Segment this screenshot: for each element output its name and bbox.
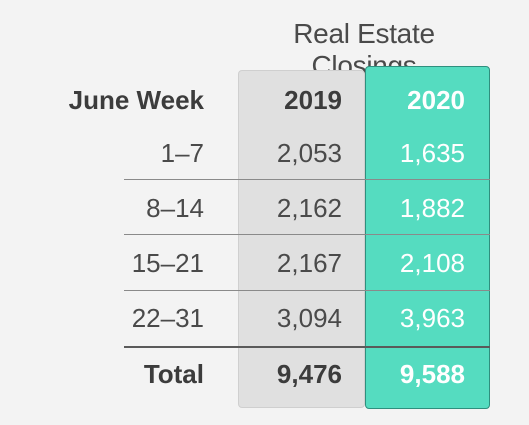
total-divider: [124, 346, 490, 348]
row-label: 15–21: [131, 248, 204, 278]
total-2020: 9,588: [399, 359, 465, 389]
total-label: Total: [143, 359, 204, 389]
row-label: 22–31: [131, 303, 204, 333]
column-header-2020: 2020: [407, 85, 465, 115]
cell-2020: 1,882: [399, 193, 465, 223]
row-divider: [124, 179, 490, 180]
row-divider: [124, 290, 490, 291]
cell-2020: 2,108: [399, 248, 465, 278]
total-2019: 9,476: [276, 359, 342, 389]
cell-2019: 2,053: [276, 138, 342, 168]
cell-2020: 1,635: [399, 138, 465, 168]
cell-2019: 2,162: [276, 193, 342, 223]
cell-2019: 3,094: [276, 303, 342, 333]
cell-2020: 3,963: [399, 303, 465, 333]
cell-2019: 2,167: [276, 248, 342, 278]
column-header-2019: 2019: [284, 85, 342, 115]
row-divider: [124, 234, 490, 235]
chart-title: Real Estate Closings: [293, 18, 435, 81]
column-2019-background: [238, 70, 365, 408]
column-2020-background: [365, 66, 490, 409]
row-label: 8–14: [146, 193, 204, 223]
row-label: 1–7: [160, 138, 204, 168]
row-header-label: June Week: [68, 85, 204, 115]
